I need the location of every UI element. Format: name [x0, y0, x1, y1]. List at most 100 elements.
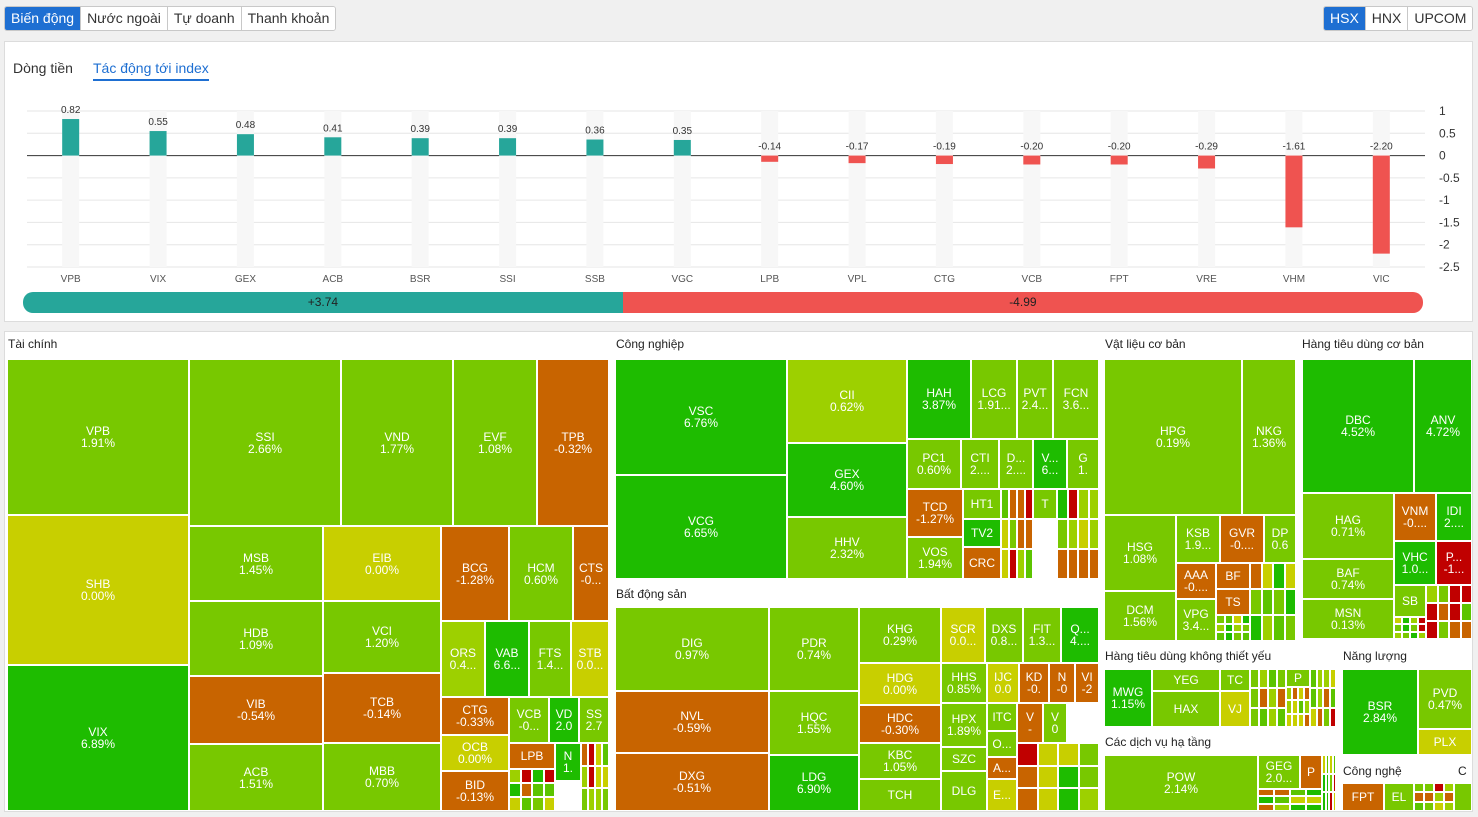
small-stock-tile[interactable]: [1017, 788, 1038, 811]
small-stock-tile[interactable]: [1261, 589, 1273, 615]
small-stock-tile[interactable]: [1078, 765, 1099, 789]
stock-tile-p[interactable]: P... -1...: [1436, 541, 1472, 585]
stock-tile-vnm[interactable]: VNM -0....: [1394, 493, 1436, 541]
stock-tile-e[interactable]: E...: [987, 779, 1017, 811]
stock-tile-hcm[interactable]: HCM 0.60%: [509, 526, 573, 621]
stock-tile-ht1[interactable]: HT1: [963, 489, 1001, 519]
stock-tile-ssi[interactable]: SSI 2.66%: [189, 359, 341, 526]
small-stock-tile[interactable]: [1259, 669, 1268, 689]
stock-tile-ts[interactable]: TS: [1216, 589, 1250, 615]
small-stock-tile[interactable]: [1402, 631, 1410, 639]
small-stock-tile[interactable]: [1088, 549, 1099, 579]
small-stock-tile[interactable]: [1057, 519, 1068, 549]
small-stock-tile[interactable]: [1268, 688, 1277, 708]
small-stock-tile[interactable]: [1250, 669, 1259, 689]
stock-tile-d[interactable]: D... 2....: [999, 439, 1033, 489]
stock-tile-vci[interactable]: VCI 1.20%: [323, 601, 441, 673]
small-stock-tile[interactable]: [1310, 669, 1317, 689]
stock-tile-ldg[interactable]: LDG 6.90%: [769, 755, 859, 811]
small-stock-tile[interactable]: [1325, 792, 1329, 811]
stock-tile-hdg[interactable]: HDG 0.00%: [859, 663, 941, 705]
small-stock-tile[interactable]: [595, 765, 602, 789]
tab-tu-doanh[interactable]: Tự doanh: [167, 7, 242, 30]
small-stock-tile[interactable]: [1332, 773, 1336, 793]
small-stock-tile[interactable]: [1418, 631, 1426, 639]
small-stock-tile[interactable]: [1414, 783, 1424, 793]
small-stock-tile[interactable]: [1316, 669, 1323, 689]
small-stock-tile[interactable]: [1250, 615, 1262, 641]
small-stock-tile[interactable]: [1058, 743, 1079, 766]
stock-tile-nvl[interactable]: NVL -0.59%: [615, 691, 769, 753]
small-stock-tile[interactable]: [1414, 792, 1424, 802]
stock-tile-gex[interactable]: GEX 4.60%: [787, 443, 907, 517]
small-stock-tile[interactable]: [1449, 621, 1461, 639]
small-stock-tile[interactable]: [1426, 621, 1438, 639]
small-stock-tile[interactable]: [1323, 707, 1330, 727]
stock-tile-mbb[interactable]: MBB 0.70%: [323, 743, 441, 811]
stock-tile-n[interactable]: N -0: [1049, 663, 1075, 703]
small-stock-tile[interactable]: [1250, 688, 1259, 708]
stock-tile-ss[interactable]: SS 2.7: [579, 697, 609, 743]
tab-upcom[interactable]: UPCOM: [1408, 7, 1473, 30]
stock-tile-el[interactable]: EL: [1384, 783, 1414, 811]
stock-tile-ksb[interactable]: KSB 1.9...: [1176, 515, 1220, 563]
stock-tile-tch[interactable]: TCH: [859, 779, 941, 811]
small-stock-tile[interactable]: [1322, 773, 1326, 793]
small-stock-tile[interactable]: [509, 797, 521, 811]
small-stock-tile[interactable]: [1322, 792, 1326, 811]
small-stock-tile[interactable]: [1268, 707, 1277, 727]
small-stock-tile[interactable]: [1449, 585, 1461, 603]
small-stock-tile[interactable]: [1250, 707, 1259, 727]
stock-tile-gvr[interactable]: GVR -0....: [1220, 515, 1264, 563]
stock-tile-tcd[interactable]: TCD -1.27%: [907, 489, 963, 537]
small-stock-tile[interactable]: [1078, 519, 1089, 549]
stock-tile-bid[interactable]: BID -0.13%: [441, 771, 509, 811]
small-stock-tile[interactable]: [1460, 621, 1472, 639]
small-stock-tile[interactable]: [588, 743, 595, 766]
stock-tile-kd[interactable]: KD -0.: [1019, 663, 1049, 703]
stock-tile-dig[interactable]: DIG 0.97%: [615, 607, 769, 691]
small-stock-tile[interactable]: [1009, 519, 1017, 549]
stock-tile-vix[interactable]: VIX 6.89%: [7, 665, 189, 811]
stock-tile-ctg[interactable]: CTG -0.33%: [441, 697, 509, 735]
small-stock-tile[interactable]: [1017, 489, 1025, 519]
small-stock-tile[interactable]: [1304, 687, 1310, 701]
small-stock-tile[interactable]: [595, 743, 602, 766]
small-stock-tile[interactable]: [1258, 803, 1274, 811]
small-stock-tile[interactable]: [1323, 688, 1330, 708]
small-stock-tile[interactable]: [1444, 783, 1454, 793]
stock-tile-vos[interactable]: VOS 1.94%: [907, 537, 963, 579]
small-stock-tile[interactable]: [1057, 489, 1068, 519]
small-stock-tile[interactable]: [1306, 803, 1322, 811]
stock-tile-hsg[interactable]: HSG 1.08%: [1104, 515, 1176, 591]
stock-tile-nkg[interactable]: NKG 1.36%: [1242, 359, 1296, 515]
stock-tile-tc[interactable]: TC: [1220, 669, 1250, 691]
stock-tile-msn[interactable]: MSN 0.13%: [1302, 599, 1394, 639]
small-stock-tile[interactable]: [588, 788, 595, 811]
stock-tile-itc[interactable]: ITC: [987, 703, 1017, 731]
small-stock-tile[interactable]: [1017, 519, 1025, 549]
small-stock-tile[interactable]: [1290, 803, 1306, 811]
small-stock-tile[interactable]: [1292, 713, 1298, 727]
small-stock-tile[interactable]: [1216, 623, 1225, 633]
small-stock-tile[interactable]: [1224, 623, 1233, 633]
stock-tile-shb[interactable]: SHB 0.00%: [7, 515, 189, 665]
stock-tile-crc[interactable]: CRC: [963, 547, 1001, 579]
small-stock-tile[interactable]: [1292, 700, 1298, 714]
stock-tile-ijc[interactable]: IJC 0.0: [987, 663, 1019, 703]
small-stock-tile[interactable]: [1273, 589, 1285, 615]
small-stock-tile[interactable]: [1067, 549, 1078, 579]
stock-tile-q[interactable]: Q... 4....: [1061, 607, 1099, 663]
small-stock-tile[interactable]: [1274, 796, 1290, 804]
stock-tile-acb[interactable]: ACB 1.51%: [189, 744, 323, 811]
small-stock-tile[interactable]: [1273, 563, 1285, 589]
stock-tile-g[interactable]: G 1.: [1067, 439, 1099, 489]
small-stock-tile[interactable]: [1426, 603, 1438, 621]
stock-tile-hax[interactable]: HAX: [1152, 691, 1220, 727]
stock-tile-lpb[interactable]: LPB: [509, 743, 555, 769]
stock-tile-sb[interactable]: SB: [1394, 585, 1426, 617]
small-stock-tile[interactable]: [1284, 563, 1296, 589]
tab-bien-dong[interactable]: Biến động: [5, 7, 82, 30]
small-stock-tile[interactable]: [1017, 743, 1038, 766]
